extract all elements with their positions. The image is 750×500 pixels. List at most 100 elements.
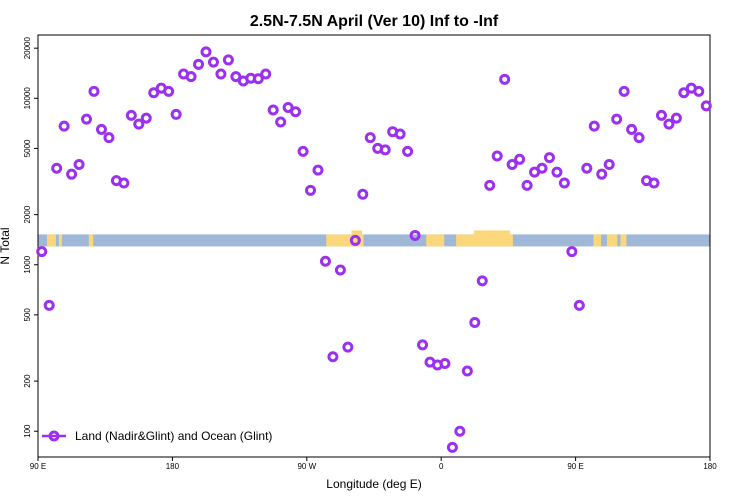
data-point [558, 177, 570, 189]
legend: Land (Nadir&Glint) and Ocean (Glint) [42, 429, 272, 443]
data-point [514, 153, 526, 165]
data-point [439, 358, 451, 370]
data-point [476, 275, 488, 287]
x-tick-label: 180 [166, 462, 180, 471]
legend-marker [48, 430, 60, 442]
data-point [118, 177, 130, 189]
data-point [349, 234, 361, 246]
data-point [618, 85, 630, 97]
data-point [312, 164, 324, 176]
data-point [58, 120, 70, 132]
data-point [506, 159, 518, 171]
y-tick-label: 10000 [23, 87, 32, 110]
data-point [454, 425, 466, 437]
data-point [319, 255, 331, 267]
land-segment [46, 234, 56, 247]
data-point [163, 85, 175, 97]
data-point [521, 179, 533, 191]
data-point [95, 123, 107, 135]
data-point [275, 116, 287, 128]
y-tick-label: 100 [23, 424, 32, 438]
data-point [185, 71, 197, 83]
data-point [417, 339, 429, 351]
y-axis-label: N Total [0, 227, 12, 264]
data-point [588, 120, 600, 132]
data-point [193, 58, 205, 70]
land-segment [620, 234, 627, 247]
data-point [551, 166, 563, 178]
data-point [693, 85, 705, 97]
data-point [394, 128, 406, 140]
data-point [678, 87, 690, 99]
data-point [36, 246, 48, 258]
data-point [215, 68, 227, 80]
data-point [73, 159, 85, 171]
data-point [207, 56, 219, 68]
land-segment [58, 234, 62, 247]
data-point [581, 162, 593, 174]
data-point [626, 123, 638, 135]
data-point [103, 132, 115, 144]
land-segment [88, 234, 94, 247]
plot-frame [37, 34, 711, 458]
data-point [611, 113, 623, 125]
data-point [51, 162, 63, 174]
x-axis-label: Longitude (deg E) [326, 477, 421, 491]
data-point [446, 441, 458, 453]
data-point [491, 150, 503, 162]
data-point [81, 113, 93, 125]
y-tick-label: 200 [23, 374, 32, 388]
data-point [648, 177, 660, 189]
land-segment [426, 234, 445, 247]
y-axis: 100 200 500 1000 2000 5000 10000 20000 [23, 37, 38, 438]
y-tick-label: 5000 [23, 139, 32, 157]
data-point [305, 184, 317, 196]
data-point [327, 351, 339, 363]
surface-band [38, 230, 710, 247]
land-segment [456, 234, 513, 247]
data-point [499, 73, 511, 85]
data-point [148, 87, 160, 99]
data-point [43, 299, 55, 311]
x-tick-label: 90 E [567, 462, 583, 471]
data-point [670, 112, 682, 124]
chart-title: 2.5N-7.5N April (Ver 10) Inf to -Inf [250, 13, 499, 30]
y-tick-label: 20000 [23, 37, 32, 60]
legend-label: Land (Nadir&Glint) and Ocean (Glint) [75, 429, 272, 443]
y-tick-label: 500 [23, 308, 32, 322]
land-segment [593, 234, 601, 247]
data-point [66, 168, 78, 180]
data-point [603, 159, 615, 171]
data-point [663, 118, 675, 130]
data-point [290, 106, 302, 118]
data-point [402, 145, 414, 157]
data-point [484, 179, 496, 191]
data-point [461, 365, 473, 377]
x-tick-label: 180 [703, 462, 717, 471]
data-point [222, 54, 234, 66]
data-point [566, 246, 578, 258]
data-point [357, 188, 369, 200]
data-point [252, 73, 264, 85]
land-segment [606, 234, 618, 247]
data-point [536, 162, 548, 174]
data-point [655, 109, 667, 121]
land-segment [474, 230, 510, 235]
data-point [133, 118, 145, 130]
data-point [596, 168, 608, 180]
data-point [230, 71, 242, 83]
data-point [267, 104, 279, 116]
data-point [334, 264, 346, 276]
data-point [409, 229, 421, 241]
data-series [36, 46, 712, 453]
data-point [364, 132, 376, 144]
x-axis: 90 E 180 90 W 0 90 E 180 [30, 457, 717, 471]
y-tick-label: 2000 [23, 205, 32, 223]
data-point [633, 132, 645, 144]
data-point [125, 109, 137, 121]
ocean-band [38, 234, 710, 247]
data-point [140, 112, 152, 124]
data-point [297, 145, 309, 157]
data-point [170, 108, 182, 120]
